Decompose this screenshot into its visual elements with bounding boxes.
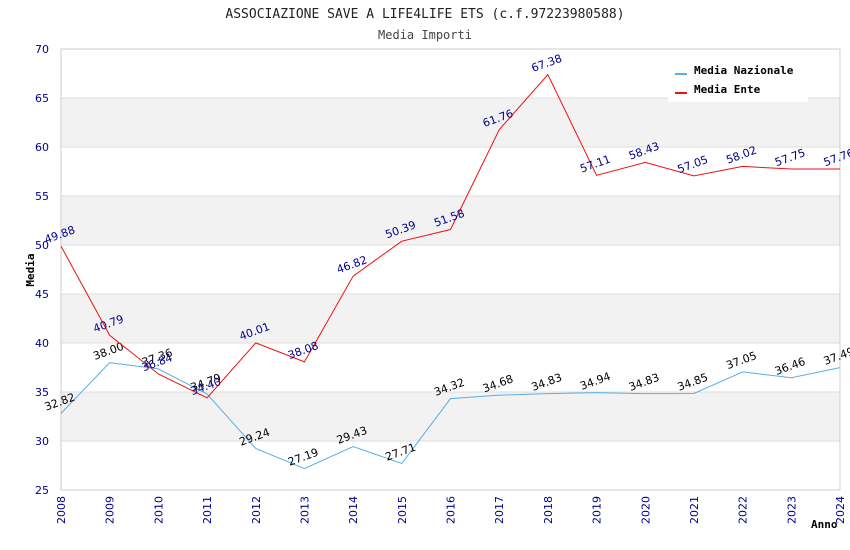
data-label: 37.05 bbox=[724, 349, 758, 372]
grid-band bbox=[61, 196, 840, 245]
y-tick-label: 35 bbox=[35, 386, 49, 399]
legend-label: Media Nazionale bbox=[694, 64, 794, 77]
y-tick-label: 25 bbox=[35, 484, 49, 497]
data-label: 27.19 bbox=[286, 446, 320, 469]
y-axis-ticks: 25 30 35 40 45 50 55 60 65 70 bbox=[35, 43, 49, 497]
y-tick-label: 50 bbox=[35, 239, 49, 252]
plot-border bbox=[60, 48, 841, 491]
data-label: 57.76 bbox=[822, 146, 850, 169]
y-tick-label: 45 bbox=[35, 288, 49, 301]
y-axis-label: Media bbox=[24, 253, 37, 286]
data-label: 34.83 bbox=[530, 371, 564, 394]
series-line bbox=[60, 73, 841, 399]
x-tick-label: 2009 bbox=[104, 496, 117, 524]
grid-band bbox=[61, 98, 840, 147]
legend: Media Nazionale Media Ente bbox=[668, 60, 808, 102]
x-tick-label: 2008 bbox=[55, 496, 68, 524]
x-tick-label: 2012 bbox=[250, 496, 263, 524]
x-tick-label: 2023 bbox=[785, 496, 798, 524]
data-label: 57.75 bbox=[773, 146, 807, 169]
x-tick-label: 2011 bbox=[201, 496, 214, 524]
legend-label: Media Ente bbox=[694, 83, 761, 96]
x-tick-label: 2015 bbox=[396, 496, 409, 524]
x-tick-label: 2024 bbox=[834, 496, 847, 524]
data-label: 34.83 bbox=[627, 371, 661, 394]
legend-box bbox=[668, 60, 808, 102]
x-tick-label: 2013 bbox=[298, 496, 311, 524]
x-tick-label: 2017 bbox=[493, 496, 506, 524]
y-tick-label: 65 bbox=[35, 92, 49, 105]
data-label: 37.49 bbox=[822, 345, 850, 368]
grid-bands bbox=[61, 98, 840, 441]
data-label: 36.46 bbox=[773, 355, 807, 378]
y-tick-label: 70 bbox=[35, 43, 49, 56]
data-label: 46.82 bbox=[335, 253, 369, 276]
x-tick-label: 2014 bbox=[347, 496, 360, 524]
x-tick-label: 2021 bbox=[688, 496, 701, 524]
x-axis-label: Anno bbox=[811, 518, 838, 531]
data-label: 67.38 bbox=[530, 52, 564, 75]
x-axis-ticks: 2008 2009 2010 2011 2012 2013 2014 2015 2016 2017… bbox=[55, 496, 847, 524]
data-label: 34.85 bbox=[676, 371, 710, 394]
grid-band bbox=[61, 294, 840, 343]
chart-title: ASSOCIAZIONE SAVE A LIFE4LIFE ETS (c.f.9… bbox=[225, 7, 624, 22]
data-label: 57.05 bbox=[676, 153, 710, 176]
x-tick-label: 2019 bbox=[591, 496, 604, 524]
y-tick-label: 60 bbox=[35, 141, 49, 154]
x-tick-label: 2016 bbox=[445, 496, 458, 524]
x-tick-label: 2010 bbox=[152, 496, 165, 524]
x-tick-label: 2020 bbox=[639, 496, 652, 524]
x-tick-label: 2018 bbox=[542, 496, 555, 524]
y-tick-label: 40 bbox=[35, 337, 49, 350]
data-label: 34.94 bbox=[578, 370, 612, 393]
chart-subtitle: Media Importi bbox=[378, 28, 472, 42]
y-tick-label: 55 bbox=[35, 190, 49, 203]
y-tick-label: 30 bbox=[35, 435, 49, 448]
data-label: 27.71 bbox=[384, 441, 418, 464]
series-line bbox=[60, 362, 841, 470]
grid-band bbox=[61, 392, 840, 441]
x-tick-label: 2022 bbox=[737, 496, 750, 524]
